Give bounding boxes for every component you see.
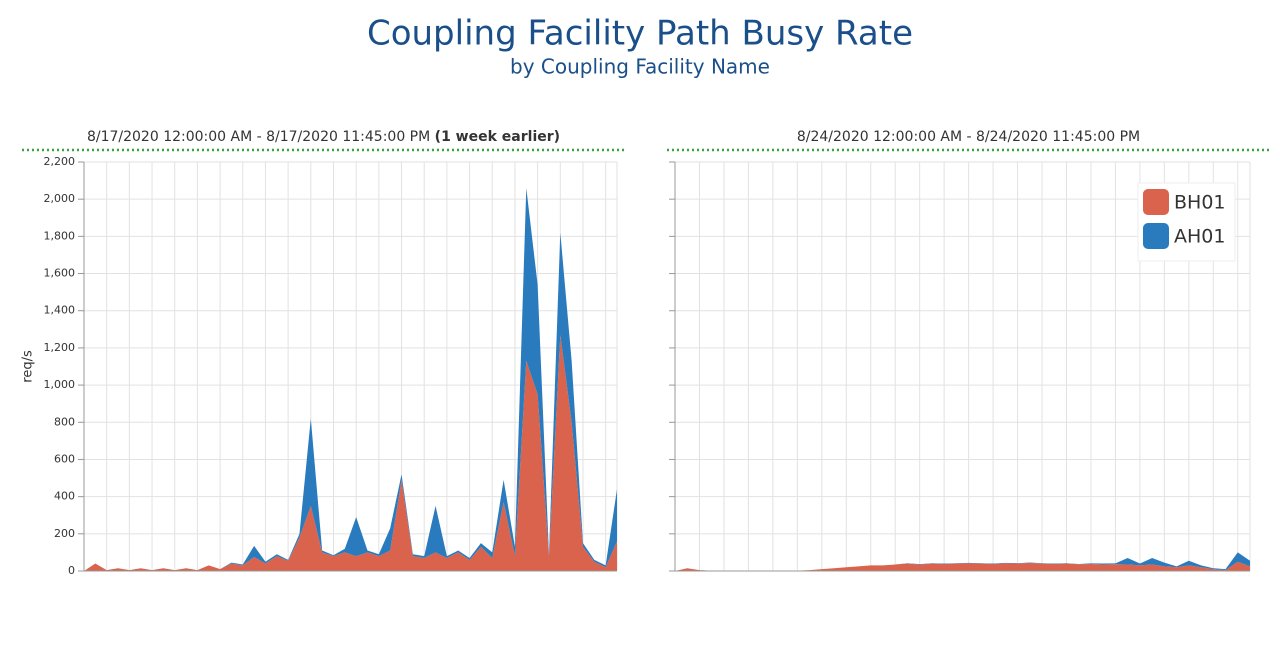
- panel-date-range: 8/24/2020 12:00:00 AM - 8/24/2020 11:45:…: [797, 129, 1140, 145]
- y-tick-label: 2,200: [44, 155, 76, 168]
- page-title: Coupling Facility Path Busy Rate: [367, 14, 913, 54]
- y-tick-label: 1,800: [44, 229, 76, 242]
- y-tick-label: 600: [54, 452, 75, 465]
- panel-note: (1 week earlier): [435, 129, 560, 145]
- y-tick-label: 1,200: [44, 341, 76, 354]
- page-subtitle: by Coupling Facility Name: [510, 55, 770, 79]
- legend-label: BH01: [1174, 192, 1226, 214]
- y-tick-label: 800: [54, 415, 75, 428]
- area: [675, 552, 1250, 571]
- y-tick-label: 400: [54, 490, 75, 503]
- area: [675, 561, 1250, 571]
- area: [84, 334, 617, 571]
- y-tick-label: 0: [68, 564, 75, 577]
- legend-label: AH01: [1174, 226, 1225, 248]
- panel-subtitle: 8/24/2020 12:00:00 AM - 8/24/2020 11:45:…: [797, 129, 1140, 145]
- legend-swatch: [1143, 189, 1169, 215]
- y-tick-label: 1,000: [44, 378, 76, 391]
- y-tick-label: 200: [54, 527, 75, 540]
- legend-swatch: [1143, 223, 1169, 249]
- y-tick-label: 2,000: [44, 192, 76, 205]
- y-tick-label: 1,600: [44, 267, 76, 280]
- panel-subtitle: 8/17/2020 12:00:00 AM - 8/17/2020 11:45:…: [87, 129, 560, 145]
- y-axis-label: req/s: [21, 350, 36, 383]
- panel-date-range: 8/17/2020 12:00:00 AM - 8/17/2020 11:45:…: [87, 129, 430, 145]
- y-tick-label: 1,400: [44, 304, 76, 317]
